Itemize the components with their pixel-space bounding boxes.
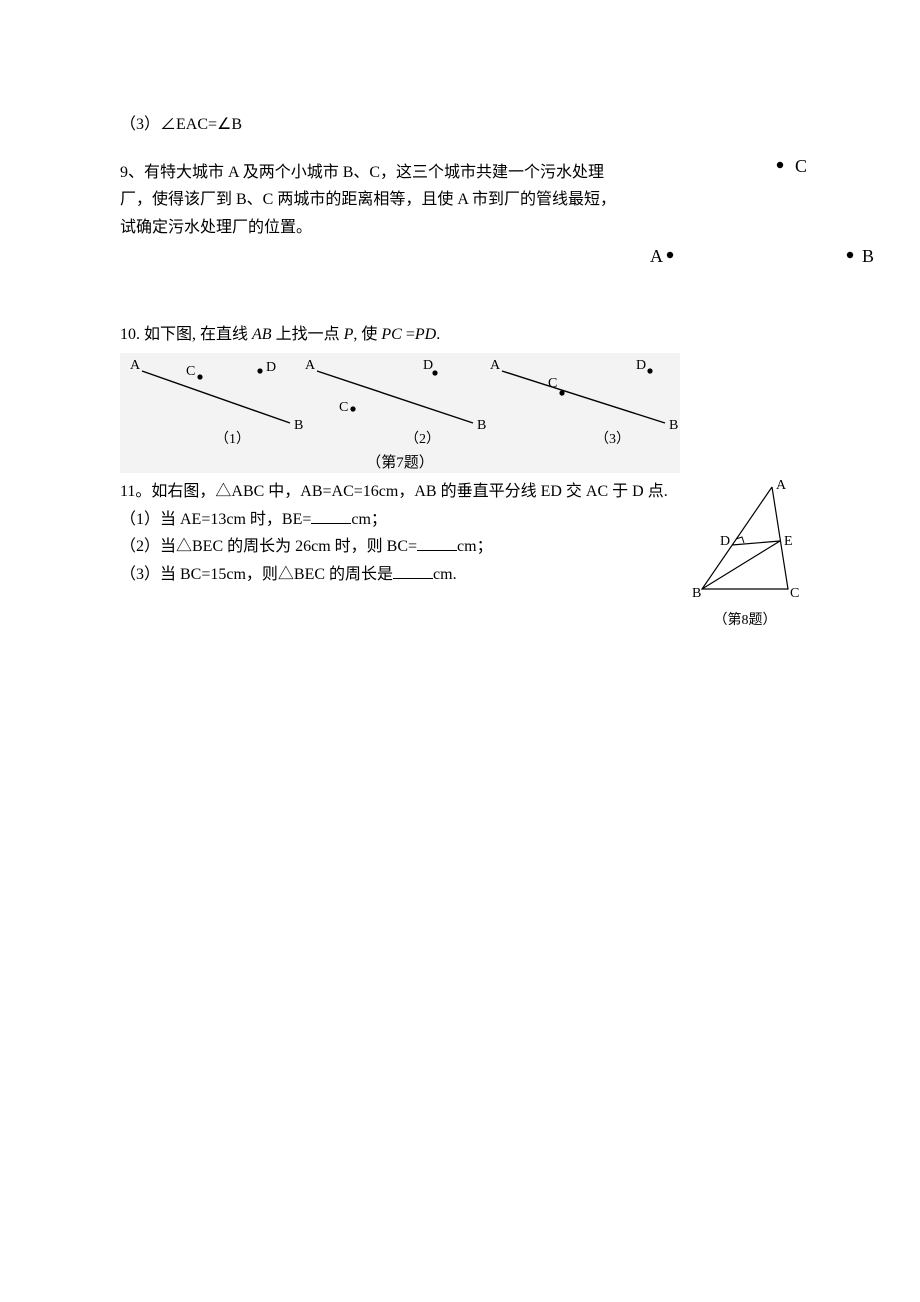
q9-line2: 厂，使得该厂到 B、C 两城市的距离相等，且使 A 市到厂的管线最短，	[120, 187, 650, 213]
svg-text:D: D	[636, 358, 646, 373]
q11-caption: （第8题）	[690, 610, 800, 632]
q11-p3a: （3）当 BC=15cm，则△BEC 的周长是	[120, 566, 393, 583]
q9-point-c	[777, 161, 783, 167]
q10-t4: , 使	[353, 326, 381, 343]
q8-part3: （3）∠EAC=∠B	[120, 112, 800, 138]
q9-block: 9、有特大城市 A 及两个小城市 B、C，这三个城市共建一个污水处理 厂，使得该…	[120, 160, 800, 280]
q9-text: 9、有特大城市 A 及两个小城市 B、C，这三个城市共建一个污水处理 厂，使得该…	[120, 160, 650, 241]
q11-block: 11。如右图，△ABC 中，AB=AC=16cm，AB 的垂直平分线 ED 交 …	[120, 479, 800, 587]
q10-t8: .	[436, 326, 440, 343]
q9-point-a	[667, 251, 673, 257]
q9-figure: C A B	[640, 150, 880, 280]
q10-sub-3: （3）	[595, 431, 630, 447]
svg-text:D: D	[266, 360, 276, 375]
q10-text: 10. 如下图, 在直线 AB 上找一点 P, 使 PC =PD.	[120, 322, 800, 348]
q11-blank-1	[311, 507, 351, 524]
q10-t2: 上找一点	[272, 326, 344, 343]
q9-label-a: A	[650, 246, 663, 266]
svg-text:A: A	[490, 358, 501, 373]
svg-text:C: C	[186, 364, 195, 379]
q11-l1: 11。如右图，△ABC 中，AB=AC=16cm，AB 的垂直平分线 ED 交 …	[120, 479, 680, 505]
q10-t7: PD	[415, 326, 436, 343]
q11-text: 11。如右图，△ABC 中，AB=AC=16cm，AB 的垂直平分线 ED 交 …	[120, 479, 680, 587]
q9-line1: 9、有特大城市 A 及两个小城市 B、C，这三个城市共建一个污水处理	[120, 160, 650, 186]
q9-point-b	[847, 251, 853, 257]
q10-t6: =	[402, 326, 415, 343]
q9-prefix: 9、	[120, 164, 144, 181]
q9-label-c: C	[795, 156, 807, 176]
q11-blank-2	[417, 534, 457, 551]
q11-p1a: （1）当 AE=13cm 时，BE=	[120, 511, 311, 528]
svg-text:C: C	[339, 400, 348, 415]
q11-figure-wrap: A B C D E （第8题）	[690, 479, 800, 632]
svg-text:B: B	[692, 586, 701, 599]
svg-text:B: B	[294, 418, 303, 433]
q10-panel-3: A B C D （3）	[490, 358, 678, 447]
q10-caption: （第7题）	[120, 451, 680, 475]
q11-p2a: （2）当△BEC 的周长为 26cm 时，则 BC=	[120, 538, 417, 555]
svg-text:E: E	[784, 534, 793, 549]
q9-label-b: B	[862, 246, 874, 266]
q10-t1: AB	[252, 326, 272, 343]
svg-text:B: B	[669, 418, 678, 433]
svg-text:C: C	[548, 376, 557, 391]
q11-blank-3	[393, 562, 433, 579]
q11-p2: （2）当△BEC 的周长为 26cm 时，则 BC= cm；	[120, 534, 680, 560]
q11-p3: （3）当 BC=15cm，则△BEC 的周长是 cm.	[120, 562, 680, 588]
svg-text:A: A	[305, 358, 316, 373]
q11-p3b: cm.	[433, 566, 457, 583]
q10-sub-1: （1）	[215, 431, 250, 447]
q10-panel-1: A B C D （1）	[130, 358, 303, 447]
q10-t0: 10. 如下图, 在直线	[120, 326, 252, 343]
svg-text:A: A	[130, 358, 141, 373]
q10-sub-2: （2）	[405, 431, 440, 447]
page: （3）∠EAC=∠B 9、有特大城市 A 及两个小城市 B、C，这三个城市共建一…	[0, 0, 920, 588]
q9-l1: 有特大城市 A 及两个小城市 B、C，这三个城市共建一个污水处理	[144, 164, 604, 181]
svg-text:D: D	[423, 358, 433, 373]
q10-panel-2: A B C D （2）	[305, 358, 486, 447]
q11-p1b: cm；	[351, 511, 387, 528]
q10-t5: PC	[381, 326, 401, 343]
q11-p1: （1）当 AE=13cm 时，BE= cm；	[120, 507, 680, 533]
q10-t3: P	[344, 326, 354, 343]
svg-text:A: A	[776, 479, 787, 493]
q10-figure: A B C D （1） A B C D （2）	[120, 353, 680, 473]
svg-text:D: D	[720, 534, 730, 549]
q9-line3: 试确定污水处理厂的位置。	[120, 215, 650, 241]
q11-figure: A B C D E	[690, 479, 800, 599]
svg-text:C: C	[790, 586, 799, 599]
svg-text:B: B	[477, 418, 486, 433]
q11-p2b: cm；	[457, 538, 493, 555]
